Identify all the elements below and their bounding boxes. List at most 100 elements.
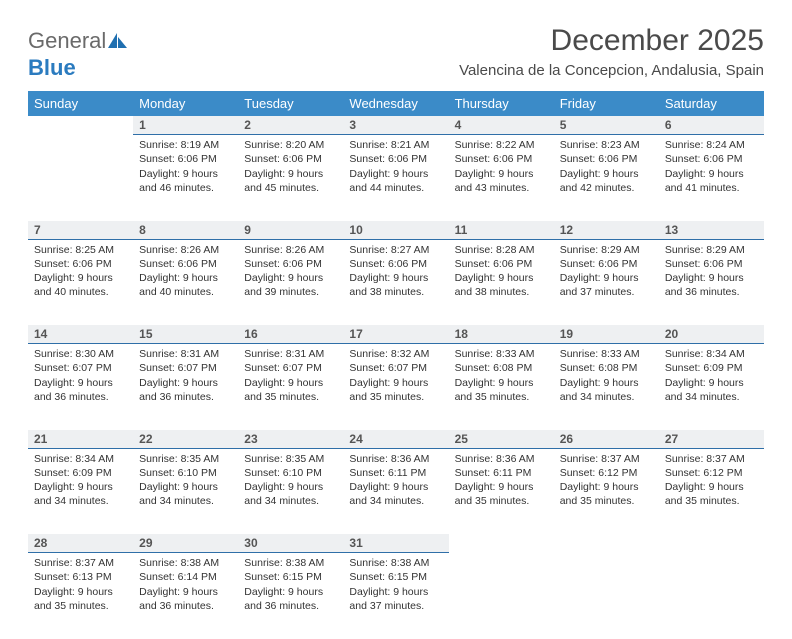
logo-text: General Blue: [28, 28, 128, 81]
day-number-cell: 26: [554, 430, 659, 449]
daylight-line: Daylight: 9 hours and 36 minutes.: [139, 376, 232, 404]
daylight-line: Daylight: 9 hours and 35 minutes.: [455, 480, 548, 508]
day-data-cell: Sunrise: 8:29 AMSunset: 6:06 PMDaylight:…: [659, 239, 764, 325]
sunset-line: Sunset: 6:06 PM: [244, 257, 337, 271]
daylight-line: Daylight: 9 hours and 37 minutes.: [349, 585, 442, 613]
day-data-cell: Sunrise: 8:24 AMSunset: 6:06 PMDaylight:…: [659, 135, 764, 221]
day-data-cell: [449, 553, 554, 639]
weekday-header: Wednesday: [343, 91, 448, 116]
sunset-line: Sunset: 6:07 PM: [34, 361, 127, 375]
sunset-line: Sunset: 6:07 PM: [349, 361, 442, 375]
weekday-header: Friday: [554, 91, 659, 116]
daylight-line: Daylight: 9 hours and 36 minutes.: [34, 376, 127, 404]
daylight-line: Daylight: 9 hours and 42 minutes.: [560, 167, 653, 195]
sunrise-line: Sunrise: 8:21 AM: [349, 138, 442, 152]
logo: General Blue: [28, 24, 128, 81]
sunrise-line: Sunrise: 8:20 AM: [244, 138, 337, 152]
daylight-line: Daylight: 9 hours and 35 minutes.: [455, 376, 548, 404]
day-number-cell: [449, 534, 554, 553]
day-number-cell: 31: [343, 534, 448, 553]
day-number-row: 14151617181920: [28, 325, 764, 344]
day-number-cell: 1: [133, 116, 238, 135]
sunrise-line: Sunrise: 8:38 AM: [139, 556, 232, 570]
sunrise-line: Sunrise: 8:28 AM: [455, 243, 548, 257]
day-number-row: 78910111213: [28, 221, 764, 240]
day-data-cell: Sunrise: 8:21 AMSunset: 6:06 PMDaylight:…: [343, 135, 448, 221]
day-data-cell: Sunrise: 8:27 AMSunset: 6:06 PMDaylight:…: [343, 239, 448, 325]
sunset-line: Sunset: 6:06 PM: [455, 257, 548, 271]
day-data-cell: Sunrise: 8:37 AMSunset: 6:12 PMDaylight:…: [554, 448, 659, 534]
day-data-cell: Sunrise: 8:25 AMSunset: 6:06 PMDaylight:…: [28, 239, 133, 325]
sunset-line: Sunset: 6:06 PM: [665, 257, 758, 271]
sunset-line: Sunset: 6:11 PM: [455, 466, 548, 480]
day-number-cell: 2: [238, 116, 343, 135]
sunset-line: Sunset: 6:13 PM: [34, 570, 127, 584]
day-number-cell: 15: [133, 325, 238, 344]
daylight-line: Daylight: 9 hours and 43 minutes.: [455, 167, 548, 195]
day-number-cell: 21: [28, 430, 133, 449]
sunrise-line: Sunrise: 8:36 AM: [349, 452, 442, 466]
day-number-cell: 5: [554, 116, 659, 135]
day-data-row: Sunrise: 8:25 AMSunset: 6:06 PMDaylight:…: [28, 239, 764, 325]
sunrise-line: Sunrise: 8:30 AM: [34, 347, 127, 361]
day-number-cell: 20: [659, 325, 764, 344]
sunrise-line: Sunrise: 8:31 AM: [139, 347, 232, 361]
day-number-cell: 17: [343, 325, 448, 344]
day-number-cell: 24: [343, 430, 448, 449]
sunset-line: Sunset: 6:10 PM: [139, 466, 232, 480]
sunrise-line: Sunrise: 8:35 AM: [244, 452, 337, 466]
day-data-cell: Sunrise: 8:19 AMSunset: 6:06 PMDaylight:…: [133, 135, 238, 221]
sunset-line: Sunset: 6:06 PM: [455, 152, 548, 166]
day-number-cell: 16: [238, 325, 343, 344]
sunset-line: Sunset: 6:06 PM: [244, 152, 337, 166]
sunrise-line: Sunrise: 8:27 AM: [349, 243, 442, 257]
daylight-line: Daylight: 9 hours and 37 minutes.: [560, 271, 653, 299]
sunrise-line: Sunrise: 8:32 AM: [349, 347, 442, 361]
sunset-line: Sunset: 6:08 PM: [560, 361, 653, 375]
daylight-line: Daylight: 9 hours and 35 minutes.: [34, 585, 127, 613]
day-number-cell: 23: [238, 430, 343, 449]
day-data-cell: Sunrise: 8:29 AMSunset: 6:06 PMDaylight:…: [554, 239, 659, 325]
day-number-cell: 8: [133, 221, 238, 240]
sunset-line: Sunset: 6:15 PM: [349, 570, 442, 584]
day-data-cell: Sunrise: 8:28 AMSunset: 6:06 PMDaylight:…: [449, 239, 554, 325]
daylight-line: Daylight: 9 hours and 46 minutes.: [139, 167, 232, 195]
day-number-cell: 12: [554, 221, 659, 240]
sunset-line: Sunset: 6:06 PM: [139, 152, 232, 166]
day-data-row: Sunrise: 8:37 AMSunset: 6:13 PMDaylight:…: [28, 553, 764, 639]
day-data-cell: Sunrise: 8:26 AMSunset: 6:06 PMDaylight:…: [238, 239, 343, 325]
day-data-cell: Sunrise: 8:33 AMSunset: 6:08 PMDaylight:…: [449, 344, 554, 430]
day-data-cell: Sunrise: 8:23 AMSunset: 6:06 PMDaylight:…: [554, 135, 659, 221]
daylight-line: Daylight: 9 hours and 41 minutes.: [665, 167, 758, 195]
day-data-cell: Sunrise: 8:20 AMSunset: 6:06 PMDaylight:…: [238, 135, 343, 221]
sail-icon: [108, 29, 128, 55]
daylight-line: Daylight: 9 hours and 34 minutes.: [349, 480, 442, 508]
sunrise-line: Sunrise: 8:36 AM: [455, 452, 548, 466]
day-data-cell: Sunrise: 8:35 AMSunset: 6:10 PMDaylight:…: [238, 448, 343, 534]
sunrise-line: Sunrise: 8:19 AM: [139, 138, 232, 152]
day-data-cell: Sunrise: 8:38 AMSunset: 6:14 PMDaylight:…: [133, 553, 238, 639]
sunset-line: Sunset: 6:14 PM: [139, 570, 232, 584]
day-data-cell: Sunrise: 8:31 AMSunset: 6:07 PMDaylight:…: [238, 344, 343, 430]
daylight-line: Daylight: 9 hours and 44 minutes.: [349, 167, 442, 195]
day-data-cell: Sunrise: 8:36 AMSunset: 6:11 PMDaylight:…: [343, 448, 448, 534]
weekday-header: Monday: [133, 91, 238, 116]
sunset-line: Sunset: 6:06 PM: [349, 257, 442, 271]
daylight-line: Daylight: 9 hours and 39 minutes.: [244, 271, 337, 299]
logo-word-blue: Blue: [28, 55, 76, 80]
title-block: December 2025 Valencina de la Concepcion…: [459, 24, 764, 79]
day-data-row: Sunrise: 8:34 AMSunset: 6:09 PMDaylight:…: [28, 448, 764, 534]
daylight-line: Daylight: 9 hours and 36 minutes.: [139, 585, 232, 613]
day-data-cell: Sunrise: 8:34 AMSunset: 6:09 PMDaylight:…: [28, 448, 133, 534]
sunset-line: Sunset: 6:10 PM: [244, 466, 337, 480]
daylight-line: Daylight: 9 hours and 35 minutes.: [244, 376, 337, 404]
sunrise-line: Sunrise: 8:24 AM: [665, 138, 758, 152]
location-label: Valencina de la Concepcion, Andalusia, S…: [459, 62, 764, 79]
sunset-line: Sunset: 6:06 PM: [665, 152, 758, 166]
logo-word-general: General: [28, 28, 106, 53]
day-number-cell: 27: [659, 430, 764, 449]
day-data-cell: Sunrise: 8:32 AMSunset: 6:07 PMDaylight:…: [343, 344, 448, 430]
weekday-header: Sunday: [28, 91, 133, 116]
day-data-cell: Sunrise: 8:22 AMSunset: 6:06 PMDaylight:…: [449, 135, 554, 221]
daylight-line: Daylight: 9 hours and 34 minutes.: [244, 480, 337, 508]
